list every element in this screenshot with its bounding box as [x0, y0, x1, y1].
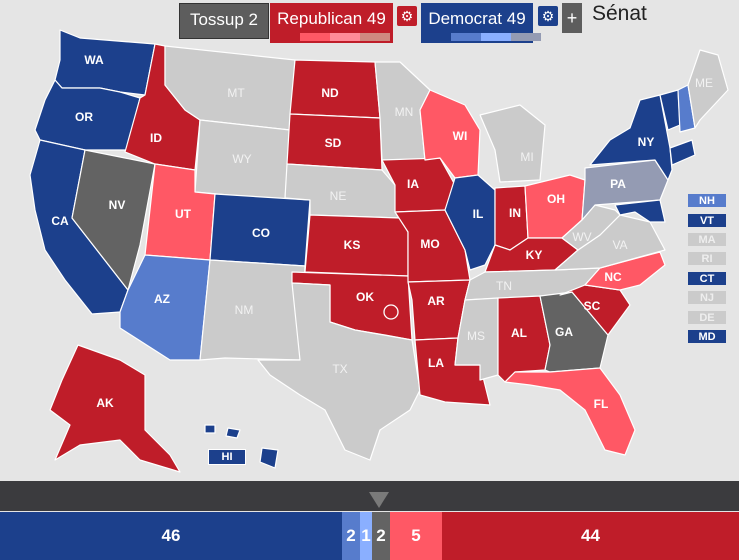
republican-label: Republican 49	[277, 9, 386, 28]
state-tx[interactable]	[257, 282, 421, 461]
republican-settings-gear-icon[interactable]: ⚙	[397, 6, 417, 26]
state-co[interactable]	[209, 193, 311, 267]
rep-swatch-lean	[330, 33, 360, 41]
state-wv[interactable]	[561, 204, 621, 251]
ne-box-nh[interactable]: NH	[688, 194, 726, 207]
state-in[interactable]	[494, 185, 529, 251]
seat-count-bar: 46 2 1 2 5 44	[0, 512, 739, 560]
state-ny[interactable]	[589, 94, 673, 181]
ne-box-ct[interactable]: CT	[688, 272, 726, 285]
ne-box-md[interactable]: MD	[688, 330, 726, 343]
us-senate-map: WA OR CA NV ID MT WY UT AZ CO NM ND SD N…	[29, 29, 729, 473]
toolbar: Tossup 2 Republican 49 ⚙ Democrat 49 ⚙ +…	[0, 0, 739, 44]
hi-label-box[interactable]: HI	[208, 449, 246, 465]
state-mi[interactable]	[479, 104, 546, 183]
state-ct[interactable]	[669, 139, 696, 166]
state-nd[interactable]	[289, 59, 381, 119]
state-wy[interactable]	[194, 119, 291, 201]
seat-segment-safe-rep: 44	[442, 512, 739, 560]
democrat-settings-gear-icon[interactable]: ⚙	[538, 6, 558, 26]
rep-swatch-likely	[300, 33, 330, 41]
ne-box-ri[interactable]: RI	[688, 252, 726, 265]
dem-swatch-likely	[451, 33, 481, 41]
plus-label: +	[566, 7, 578, 28]
state-sd[interactable]	[286, 113, 383, 171]
dem-swatch-lean	[481, 33, 511, 41]
state-md[interactable]	[614, 199, 666, 223]
state-ak[interactable]	[49, 344, 181, 473]
majority-marker-icon	[369, 492, 389, 508]
republican-swatches	[300, 33, 390, 41]
dem-swatch-tilt	[511, 33, 541, 41]
state-nm[interactable]	[199, 259, 306, 361]
ne-box-ma[interactable]: MA	[688, 233, 726, 246]
capital-marker	[383, 304, 399, 320]
ne-box-de[interactable]: DE	[688, 311, 726, 324]
state-me[interactable]	[687, 49, 729, 129]
state-il[interactable]	[444, 174, 496, 271]
seat-segment-safe-dem: 46	[0, 512, 342, 560]
democrat-swatches	[451, 33, 541, 41]
seat-segment-likely-dem: 2	[342, 512, 360, 560]
ne-box-vt[interactable]: VT	[688, 214, 726, 227]
state-ks[interactable]	[304, 214, 409, 277]
rep-swatch-tilt	[360, 33, 390, 41]
democrat-button[interactable]: Democrat 49	[421, 3, 541, 43]
state-hi[interactable]	[204, 424, 279, 469]
seat-segment-tossup: 2	[372, 512, 390, 560]
republican-button[interactable]: Republican 49	[270, 3, 393, 43]
page-title: Sénat	[592, 2, 647, 25]
tossup-button[interactable]: Tossup 2	[179, 3, 269, 39]
ne-box-nj[interactable]: NJ	[688, 291, 726, 304]
democrat-label: Democrat 49	[428, 9, 526, 28]
state-nv[interactable]	[71, 149, 156, 291]
state-fl[interactable]	[504, 367, 636, 456]
tossup-label: Tossup 2	[189, 10, 259, 29]
seat-segment-lean-dem: 1	[360, 512, 372, 560]
add-party-button[interactable]: +	[562, 3, 582, 33]
seat-segment-likely-rep: 5	[390, 512, 442, 560]
